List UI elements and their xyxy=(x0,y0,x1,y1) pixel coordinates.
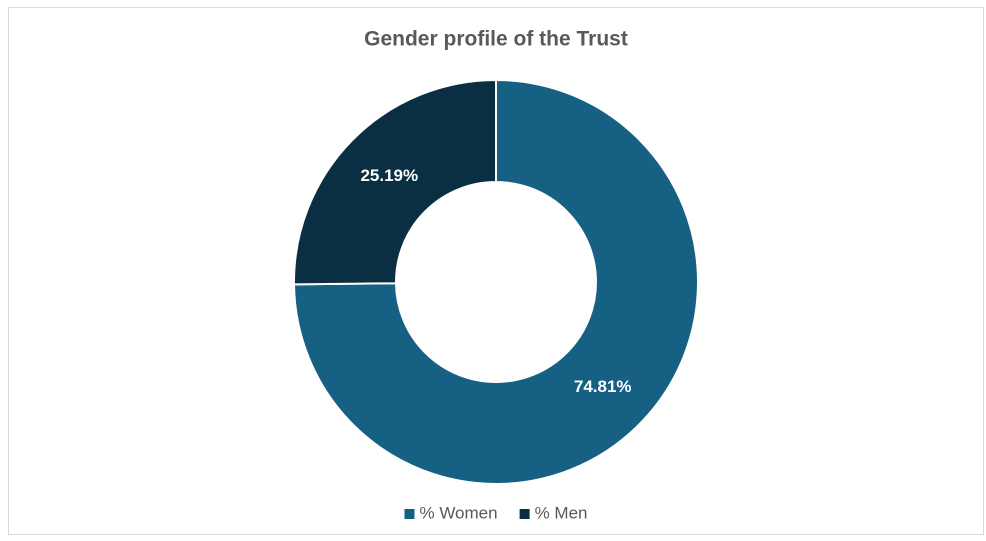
legend-swatch xyxy=(519,509,530,519)
legend-label: % Men xyxy=(535,503,588,522)
data-label: 74.81% xyxy=(574,377,632,396)
data-label: 25.19% xyxy=(360,166,418,185)
legend-label: % Women xyxy=(419,503,497,522)
donut-slice xyxy=(293,78,497,286)
chart-title: Gender profile of the Trust xyxy=(364,28,628,51)
donut-slice xyxy=(292,78,699,485)
legend-swatch xyxy=(404,509,415,519)
